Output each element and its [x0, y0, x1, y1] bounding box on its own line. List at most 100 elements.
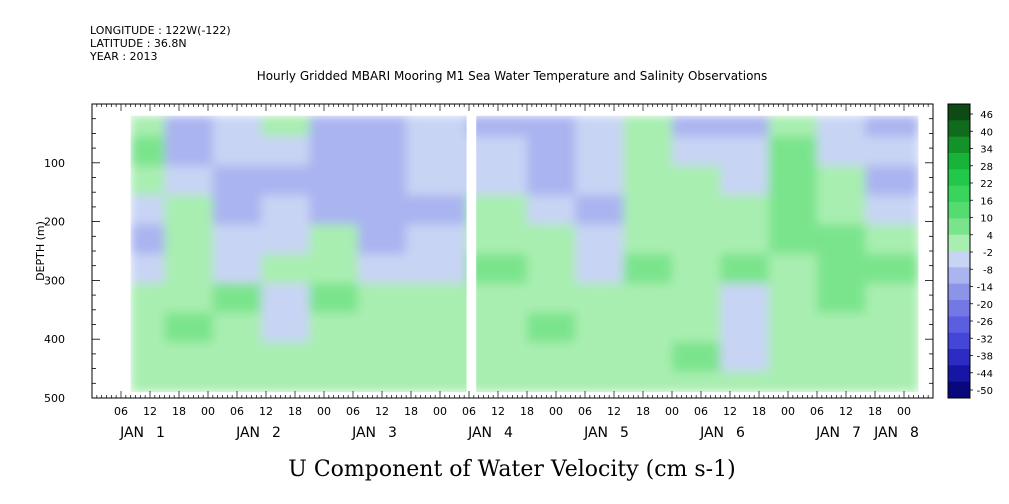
field-cell	[406, 165, 468, 196]
x-tick-label: 00	[781, 405, 795, 418]
field-cell	[817, 312, 866, 343]
field-cell	[164, 283, 214, 314]
field-cell	[527, 224, 576, 255]
x-tick-label: 00	[549, 405, 563, 418]
field-cell	[164, 165, 214, 196]
colorbar-label: -20	[977, 300, 993, 311]
field-cell	[261, 115, 310, 137]
field-cell	[672, 253, 721, 284]
field-cell	[865, 165, 919, 196]
field-cell	[527, 283, 576, 314]
field-cell	[768, 342, 818, 373]
colorbar-label: 16	[980, 196, 993, 207]
x-tick-label: 00	[897, 405, 911, 418]
x-day-label: JAN 6	[699, 425, 745, 441]
field-cell	[406, 115, 468, 137]
field-cell	[261, 224, 310, 255]
field-cell	[130, 283, 165, 314]
x-tick-label: 06	[462, 405, 476, 418]
field-cell	[768, 136, 818, 167]
field-cell	[357, 371, 407, 393]
field-cell	[466, 195, 528, 226]
field-cell	[406, 195, 468, 226]
field-cell	[261, 342, 310, 373]
x-day-month: JAN	[815, 425, 840, 441]
field-cell	[865, 253, 919, 284]
field-cell	[672, 224, 721, 255]
no-data-left	[92, 104, 131, 398]
field-cell	[817, 136, 866, 167]
field-cell	[575, 342, 625, 373]
field-cell	[164, 312, 214, 343]
field-cell	[623, 283, 673, 314]
x-day-month: JAN	[699, 425, 724, 441]
field-cell	[575, 253, 625, 284]
field-cell	[164, 224, 214, 255]
x-tick-label: 06	[578, 405, 592, 418]
x-tick-label: 06	[114, 405, 128, 418]
field-cell	[406, 342, 468, 373]
field-cell	[309, 136, 359, 167]
field-cell	[672, 115, 721, 137]
x-day-label: JAN 2	[235, 425, 281, 441]
x-day-number: 6	[736, 425, 745, 441]
field-cell	[212, 115, 262, 137]
field-cell	[309, 312, 359, 343]
x-tick-label: 00	[665, 405, 679, 418]
field-cell	[406, 136, 468, 167]
x-day-label: JAN 1	[119, 425, 165, 441]
plot-area	[92, 104, 933, 398]
field-cell	[466, 312, 528, 343]
field-cell	[466, 115, 528, 137]
axes: 06 12 18 00 06 12 18 00 06 12 18 00 06 12 18 00 06 12 18 00…	[44, 103, 934, 441]
field-cell	[261, 283, 310, 314]
colorbar-label: -32	[977, 334, 993, 345]
colorbar-swatch	[948, 283, 970, 301]
x-day-month: JAN	[351, 425, 376, 441]
field-cell	[164, 371, 214, 393]
field-cell	[817, 115, 866, 137]
field-cell	[357, 283, 407, 314]
x-tick-label: 12	[375, 405, 389, 418]
colorbar-frame	[947, 103, 971, 399]
field-cell	[261, 165, 310, 196]
colorbar-swatch	[948, 120, 970, 138]
field-cell	[527, 253, 576, 284]
colorbar-label: -14	[977, 283, 993, 294]
x-tick-label: 18	[520, 405, 534, 418]
field-cell	[164, 136, 214, 167]
colorbar-swatch	[948, 202, 970, 219]
data-gap	[466, 104, 477, 398]
field-cell	[130, 136, 165, 167]
field-cell	[720, 136, 770, 167]
field-cell	[130, 253, 165, 284]
x-day-month: JAN	[467, 425, 492, 441]
colorbar-swatch	[948, 332, 970, 350]
x-tick-label: 00	[317, 405, 331, 418]
field-cell	[357, 115, 407, 137]
field-cell	[309, 165, 359, 196]
x-day-number: 4	[504, 425, 513, 441]
colorbar: 46 40 34 28 22 16 10 4 -2 -8 -14 -20 -26 -32 -38 -44 -50	[947, 103, 993, 399]
colorbar-label: -8	[983, 265, 993, 276]
field-cell	[212, 195, 262, 226]
x-day-number: 2	[272, 425, 281, 441]
field-cell	[130, 371, 165, 393]
field-cell	[130, 312, 165, 343]
field-cell	[527, 312, 576, 343]
colorbar-label: -2	[983, 248, 993, 259]
field-cell	[720, 195, 770, 226]
field-cell	[466, 224, 528, 255]
x-day-month: JAN	[873, 425, 898, 441]
field-cell	[672, 195, 721, 226]
x-day-month: JAN	[119, 425, 144, 441]
field-cell	[865, 115, 919, 137]
colorbar-swatch	[948, 251, 970, 268]
field-cell	[357, 195, 407, 226]
colorbar-label: -26	[977, 317, 993, 328]
field-cell	[575, 371, 625, 393]
field-cell	[164, 342, 214, 373]
x-day-number: 5	[620, 425, 629, 441]
field-cell	[720, 371, 770, 393]
year-label: YEAR : 2013	[90, 50, 158, 63]
